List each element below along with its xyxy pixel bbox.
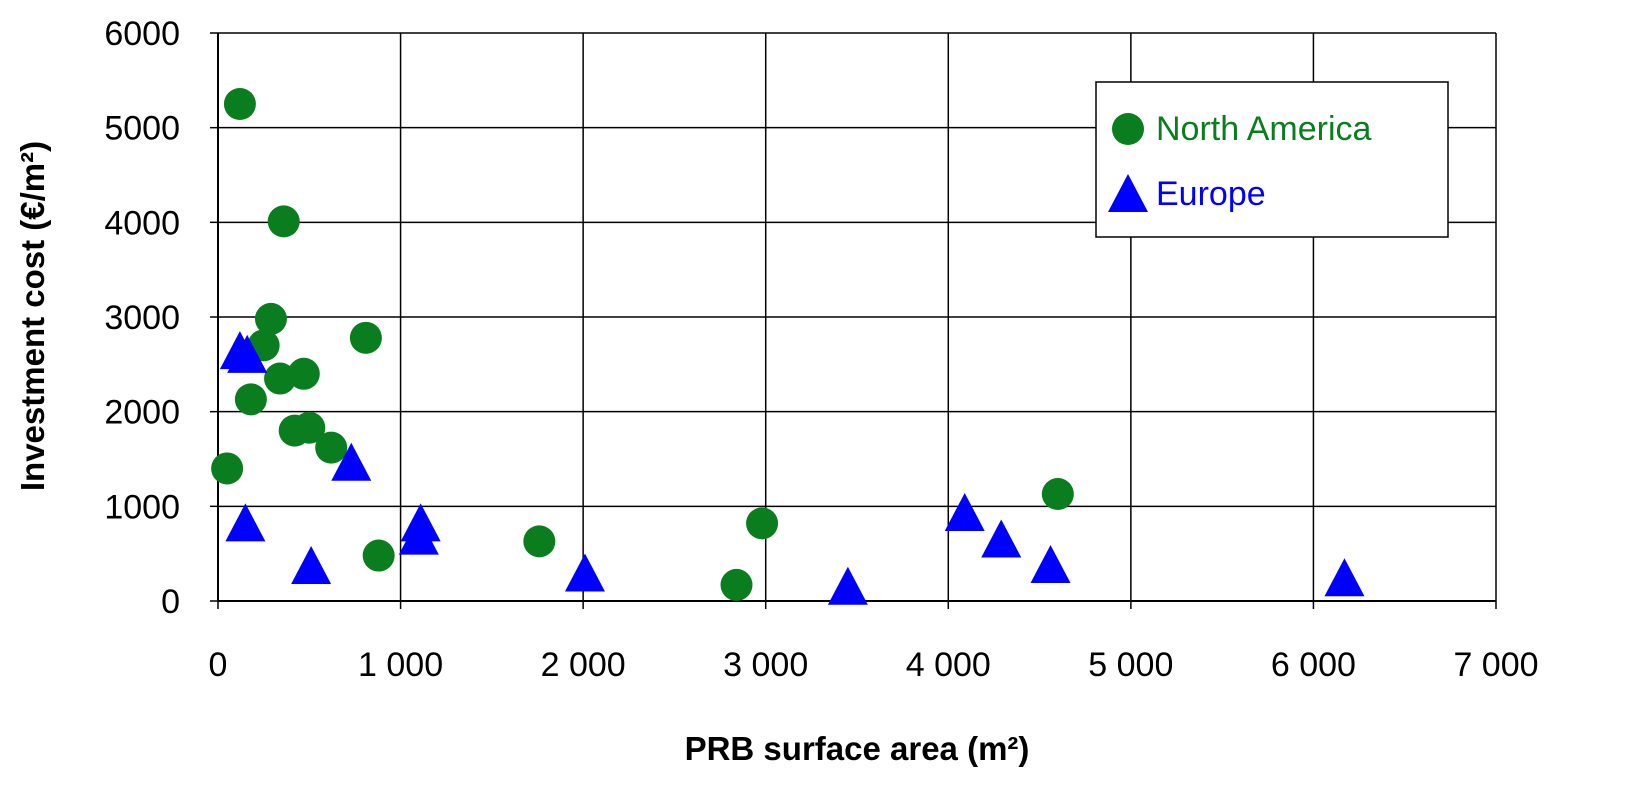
north-america-point [234, 383, 267, 416]
europe-point [398, 516, 439, 555]
legend-label-europe: Europe [1156, 175, 1266, 213]
y-tick-label: 5000 [104, 110, 180, 148]
legend: North America Europe [1095, 81, 1449, 238]
europe-point [227, 334, 268, 373]
north-america-point [254, 302, 287, 335]
x-tick-label: 6 000 [1271, 646, 1356, 684]
north-america-point [720, 568, 753, 601]
north-america-point [1041, 478, 1074, 511]
europe-point [331, 442, 372, 481]
x-tick-label: 7 000 [1453, 646, 1538, 684]
y-axis-title: Investment cost (€/m²) [14, 141, 51, 491]
x-tick-label: 2 000 [541, 646, 626, 684]
y-tick-label: 4000 [104, 204, 180, 242]
europe-point [827, 566, 868, 605]
data-points [211, 88, 1365, 605]
north-america-point [293, 411, 326, 444]
europe-point [1030, 545, 1071, 584]
europe-point [291, 545, 332, 584]
x-axis-title: PRB surface area (m²) [685, 730, 1030, 767]
x-axis-tick-labels: 0 1 000 2 000 3 000 4 000 5 000 6 000 7 000 [209, 646, 1539, 684]
north-america-point [223, 88, 256, 120]
y-tick-label: 6000 [104, 15, 180, 53]
legend-label-north-america: North America [1156, 110, 1371, 148]
x-tick-label: 0 [209, 646, 228, 684]
europe-point [1324, 558, 1365, 597]
north-america-point [264, 362, 297, 395]
north-america-point [267, 205, 300, 238]
north-america-point [287, 357, 320, 390]
legend-box [1095, 81, 1449, 238]
north-america-point [349, 321, 382, 354]
x-tick-label: 3 000 [723, 646, 808, 684]
x-tick-label: 1 000 [358, 646, 443, 684]
x-tick-label: 4 000 [906, 646, 991, 684]
europe-point [981, 519, 1022, 558]
y-tick-label: 2000 [104, 394, 180, 432]
north-america-point [523, 525, 556, 558]
y-tick-label: 0 [161, 583, 180, 621]
north-america-point [746, 507, 779, 540]
y-tick-label: 3000 [104, 299, 180, 337]
legend-marker-europe [1108, 174, 1148, 212]
y-tick-label: 1000 [104, 488, 180, 526]
north-america-point [315, 431, 348, 464]
europe-point [564, 553, 605, 592]
europe-point [944, 492, 985, 531]
europe-point [225, 503, 266, 542]
north-america-point [211, 452, 244, 485]
legend-marker-north-america [1112, 113, 1144, 145]
y-axis-tick-labels: 0 1000 2000 3000 4000 5000 6000 [104, 15, 180, 621]
north-america-point [362, 539, 395, 572]
x-tick-label: 5 000 [1088, 646, 1173, 684]
